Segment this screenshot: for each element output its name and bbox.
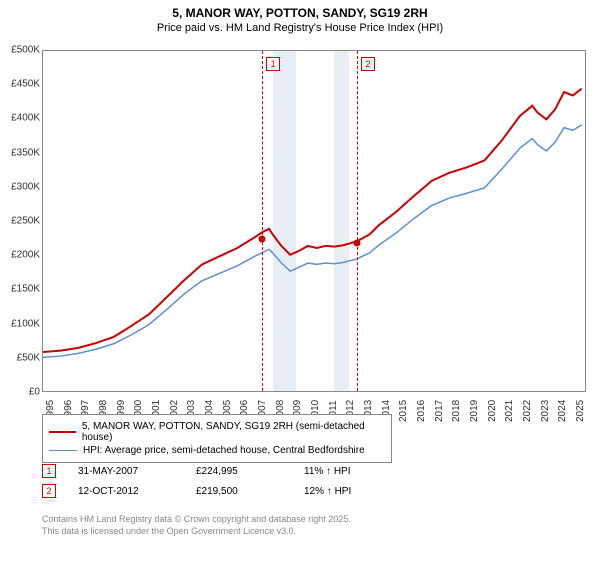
tx-vline-1: [262, 51, 263, 391]
chart-area: 12: [42, 50, 586, 392]
tx-hpi-delta: 11% ↑ HPI: [304, 466, 394, 477]
legend-swatch: [49, 431, 76, 433]
tx-marker-icon: 2: [42, 484, 56, 498]
xtick-label: 2023: [540, 400, 551, 422]
legend-item-hpi: HPI: Average price, semi-detached house,…: [49, 445, 385, 456]
xtick-label: 2019: [469, 400, 480, 422]
chart-subtitle: Price paid vs. HM Land Registry's House …: [0, 22, 600, 34]
xtick-label: 2021: [504, 400, 515, 422]
xtick-label: 2017: [434, 400, 445, 422]
legend-item-price_paid: 5, MANOR WAY, POTTON, SANDY, SG19 2RH (s…: [49, 421, 385, 443]
xtick-label: 2015: [398, 400, 409, 422]
tx-dot-2: [354, 239, 361, 246]
footer-line-1: Contains HM Land Registry data © Crown c…: [42, 514, 351, 526]
legend: 5, MANOR WAY, POTTON, SANDY, SG19 2RH (s…: [42, 414, 392, 463]
tx-vline-2: [357, 51, 358, 391]
xtick-label: 2018: [451, 400, 462, 422]
ytick-label: £350K: [11, 147, 40, 158]
transactions-table: 1 31-MAY-2007£224,99511% ↑ HPI 2 12-OCT-201…: [42, 458, 394, 504]
copyright-footer: Contains HM Land Registry data © Crown c…: [42, 514, 351, 537]
footer-line-2: This data is licensed under the Open Gov…: [42, 526, 351, 538]
tx-marker-1: 1: [266, 57, 280, 71]
xtick-label: 2016: [416, 400, 427, 422]
xtick-label: 2025: [575, 400, 586, 422]
ytick-label: £300K: [11, 181, 40, 192]
ytick-label: £400K: [11, 113, 40, 124]
tx-dot-1: [259, 236, 266, 243]
tx-row: 1 31-MAY-2007£224,99511% ↑ HPI: [42, 464, 394, 478]
legend-label: HPI: Average price, semi-detached house,…: [83, 445, 365, 456]
legend-swatch: [49, 450, 77, 452]
ytick-label: £200K: [11, 250, 40, 261]
ytick-label: £150K: [11, 284, 40, 295]
tx-row: 2 12-OCT-2012£219,50012% ↑ HPI: [42, 484, 394, 498]
ytick-label: £50K: [17, 352, 40, 363]
tx-hpi-delta: 12% ↑ HPI: [304, 486, 394, 497]
xtick-label: 2020: [487, 400, 498, 422]
ytick-label: £100K: [11, 318, 40, 329]
chart-title: 5, MANOR WAY, POTTON, SANDY, SG19 2RH: [0, 6, 600, 20]
legend-label: 5, MANOR WAY, POTTON, SANDY, SG19 2RH (s…: [82, 421, 385, 443]
tx-marker-2: 2: [361, 57, 375, 71]
xtick-label: 2022: [522, 400, 533, 422]
tx-date: 31-MAY-2007: [78, 466, 196, 477]
xtick-label: 2024: [557, 400, 568, 422]
ytick-label: £500K: [11, 45, 40, 56]
series-price_paid: [43, 89, 582, 352]
tx-price: £219,500: [196, 486, 304, 497]
tx-price: £224,995: [196, 466, 304, 477]
tx-marker-icon: 1: [42, 464, 56, 478]
tx-date: 12-OCT-2012: [78, 486, 196, 497]
series-hpi: [43, 125, 582, 358]
ytick-label: £450K: [11, 79, 40, 90]
ytick-label: £250K: [11, 216, 40, 227]
ytick-label: £0: [29, 387, 40, 398]
